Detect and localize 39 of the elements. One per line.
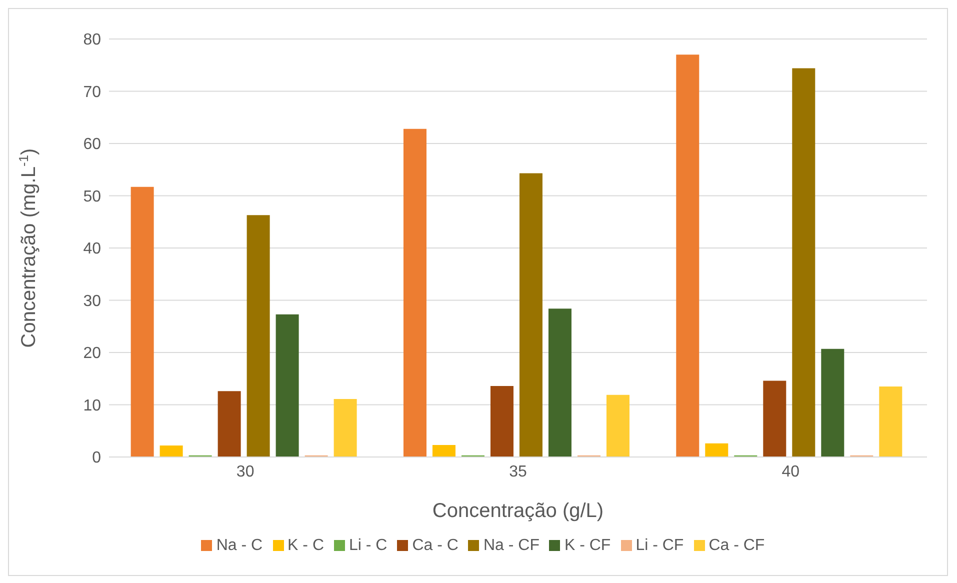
bar [606, 394, 630, 457]
legend-label: Li - C [349, 537, 388, 554]
legend-label: Ca - C [412, 537, 458, 554]
bar [879, 386, 902, 457]
bar [403, 128, 426, 457]
legend-label: K - C [288, 537, 324, 554]
bar [548, 308, 572, 457]
bar [276, 314, 299, 457]
y-tick-label: 20 [83, 345, 102, 362]
y-tick-label: 10 [83, 397, 102, 414]
x-tick-label: 40 [782, 463, 800, 480]
bar [218, 391, 241, 457]
bar [432, 444, 456, 457]
bar [246, 215, 270, 457]
y-tick-label: 0 [92, 450, 102, 467]
bar [519, 173, 542, 457]
bar [763, 380, 786, 457]
y-tick-label: 80 [83, 32, 102, 49]
bar [130, 186, 154, 457]
bar [676, 54, 700, 457]
y-tick-label: 40 [83, 240, 102, 258]
bar [490, 386, 514, 457]
y-tick-label: 70 [83, 84, 102, 101]
legend-label: Na - CF [483, 537, 540, 554]
y-tick-label: 30 [83, 292, 102, 310]
legend-label: Li - CF [636, 537, 684, 554]
legend-label: Ca - CF [708, 537, 765, 554]
y-tick-label: 60 [83, 136, 102, 154]
x-tick-label: 30 [236, 463, 254, 480]
legend-label: K - CF [564, 537, 611, 554]
bar [792, 68, 816, 457]
x-axis-title: Concentração (g/L) [432, 500, 604, 522]
x-tick-label: 35 [509, 463, 527, 480]
legend-label: Na - C [216, 537, 263, 554]
bar [705, 443, 728, 457]
bar [334, 399, 357, 457]
bar [821, 348, 844, 457]
y-tick-label: 50 [83, 188, 102, 206]
bar [160, 446, 183, 457]
